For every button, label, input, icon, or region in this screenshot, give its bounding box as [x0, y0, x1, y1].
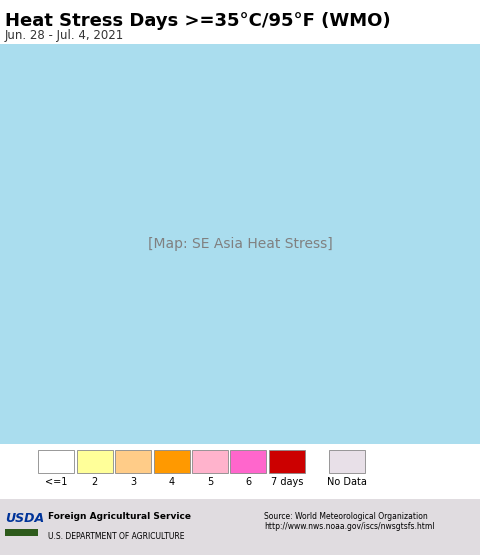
FancyBboxPatch shape: [154, 450, 190, 473]
Text: 3: 3: [130, 477, 136, 487]
Text: 5: 5: [207, 477, 213, 487]
FancyBboxPatch shape: [192, 450, 228, 473]
Text: Foreign Agricultural Service: Foreign Agricultural Service: [48, 512, 191, 521]
FancyBboxPatch shape: [5, 529, 38, 536]
FancyBboxPatch shape: [269, 450, 305, 473]
FancyBboxPatch shape: [77, 450, 113, 473]
Text: USDA: USDA: [5, 512, 44, 524]
FancyBboxPatch shape: [230, 450, 266, 473]
Text: No Data: No Data: [327, 477, 367, 487]
Text: <=1: <=1: [45, 477, 68, 487]
Text: 7 days: 7 days: [271, 477, 303, 487]
FancyBboxPatch shape: [329, 450, 365, 473]
Text: 4: 4: [168, 477, 175, 487]
Text: Jun. 28 - Jul. 4, 2021: Jun. 28 - Jul. 4, 2021: [5, 29, 124, 42]
FancyBboxPatch shape: [115, 450, 151, 473]
Text: 2: 2: [92, 477, 98, 487]
Text: [Map: SE Asia Heat Stress]: [Map: SE Asia Heat Stress]: [148, 237, 332, 251]
Text: Heat Stress Days >=35°C/95°F (WMO): Heat Stress Days >=35°C/95°F (WMO): [5, 12, 390, 31]
FancyBboxPatch shape: [38, 450, 74, 473]
Text: U.S. DEPARTMENT OF AGRICULTURE: U.S. DEPARTMENT OF AGRICULTURE: [48, 532, 184, 541]
Text: 6: 6: [245, 477, 252, 487]
Text: Source: World Meteorological Organization
http://www.nws.noaa.gov/iscs/nwsgtsfs.: Source: World Meteorological Organizatio…: [264, 512, 434, 531]
